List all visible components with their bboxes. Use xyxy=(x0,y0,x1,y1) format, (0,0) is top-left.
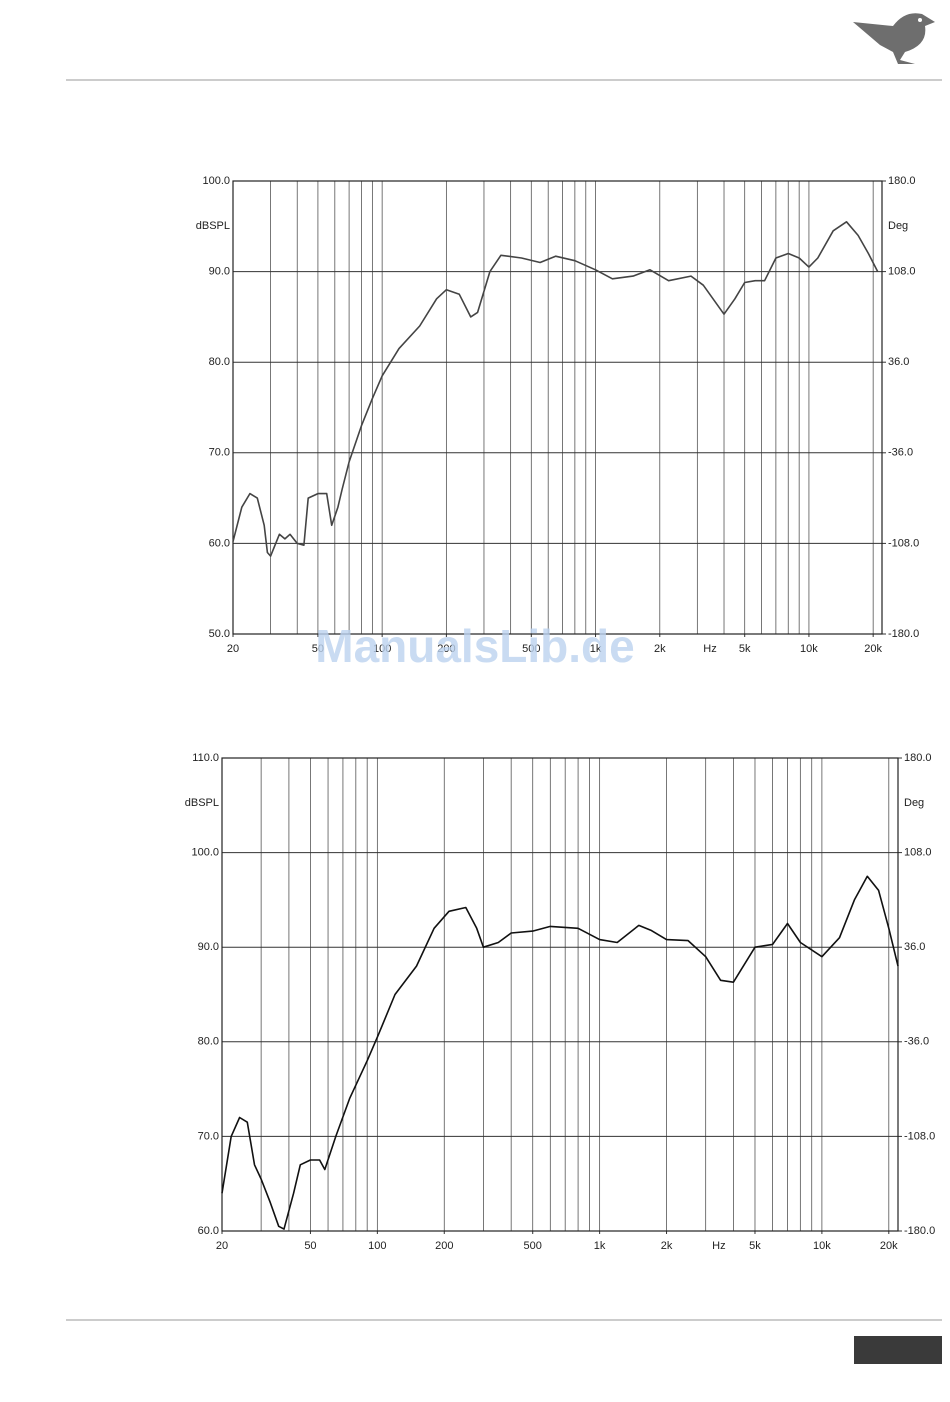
x-tick-label: 200 xyxy=(435,1240,453,1252)
x-tick-label: 50 xyxy=(304,1240,316,1252)
y-tick-label: 90.0 xyxy=(198,941,219,953)
y2-tick-label: -36.0 xyxy=(888,447,913,459)
watermark: ManualsLib.de xyxy=(315,620,634,672)
response-curve xyxy=(232,221,879,557)
y-tick-label: 70.0 xyxy=(209,447,230,459)
logo xyxy=(853,13,935,64)
y2-tick-label: 180.0 xyxy=(888,175,916,187)
x-tick-label: 100 xyxy=(368,1240,386,1252)
y2-tick-label: -108.0 xyxy=(904,1130,935,1142)
y-tick-label: 100.0 xyxy=(202,175,230,187)
x-tick-label: 1k xyxy=(590,643,602,655)
y2-axis-label: Deg xyxy=(904,797,924,809)
y-axis-label: dBSPL xyxy=(185,797,219,809)
plot-frame xyxy=(232,180,883,635)
y2-tick-label: 108.0 xyxy=(888,266,916,278)
y-tick-label: 60.0 xyxy=(209,537,230,549)
x-tick-label: 500 xyxy=(524,1240,542,1252)
y2-axis-label: Deg xyxy=(888,220,908,232)
y2-tick-label: -180.0 xyxy=(904,1225,935,1237)
y-tick-label: 50.0 xyxy=(209,628,230,640)
y2-tick-label: 36.0 xyxy=(904,941,925,953)
y-tick-label: 70.0 xyxy=(198,1130,219,1142)
x-tick-label: 20 xyxy=(216,1240,228,1252)
x-tick-label: 20 xyxy=(227,643,239,655)
y-axis-label: dBSPL xyxy=(196,220,230,232)
y2-tick-label: -36.0 xyxy=(904,1036,929,1048)
x-tick-label: 2k xyxy=(654,643,666,655)
y-tick-label: 80.0 xyxy=(209,356,230,368)
y2-tick-label: 108.0 xyxy=(904,847,932,859)
response-curve xyxy=(221,875,899,1230)
y-tick-label: 60.0 xyxy=(198,1225,219,1237)
x-axis-label: Hz xyxy=(712,1240,725,1252)
charts: 50.0 60.0 70.0 80.0 90.0 100.0 -180.0 -108.0 -36… xyxy=(185,175,935,1252)
y2-tick-label: 36.0 xyxy=(888,356,909,368)
y-tick-label: 110.0 xyxy=(192,752,219,764)
y-tick-label: 80.0 xyxy=(198,1036,219,1048)
x-tick-label: 10k xyxy=(800,643,818,655)
x-tick-label: 200 xyxy=(437,643,455,655)
page-number-box xyxy=(854,1336,942,1364)
x-tick-label: 50 xyxy=(312,643,324,655)
x-tick-label: 100 xyxy=(373,643,391,655)
x-tick-label: 5k xyxy=(749,1240,761,1252)
y2-tick-label: 180.0 xyxy=(904,752,932,764)
y-tick-label: 90.0 xyxy=(209,266,230,278)
x-tick-label: 1k xyxy=(594,1240,606,1252)
x-tick-label: 20k xyxy=(864,643,882,655)
y2-tick-label: -108.0 xyxy=(888,537,919,549)
y-tick-label: 100.0 xyxy=(191,847,219,859)
x-tick-label: 5k xyxy=(739,643,751,655)
x-axis-label: Hz xyxy=(703,643,716,655)
y2-tick-label: -180.0 xyxy=(888,628,919,640)
x-tick-label: 500 xyxy=(522,643,540,655)
x-tick-label: 2k xyxy=(661,1240,673,1252)
x-tick-label: 20k xyxy=(880,1240,898,1252)
x-tick-label: 10k xyxy=(813,1240,831,1252)
plot-frame xyxy=(221,757,899,1232)
